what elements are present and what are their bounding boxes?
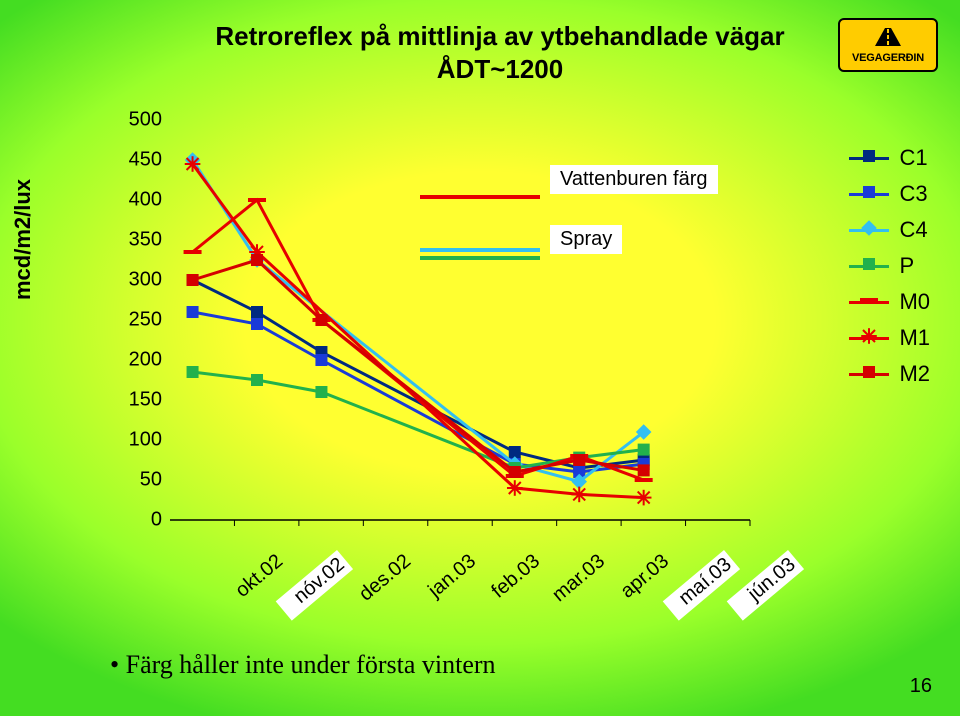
svg-text:300: 300 xyxy=(129,268,162,290)
y-axis-label: mcd/m2/lux xyxy=(10,179,36,300)
x-tick-label: nóv.02 xyxy=(276,550,353,621)
caption: • Färg håller inte under första vintern xyxy=(110,650,496,680)
road-icon xyxy=(871,26,905,48)
chart-legend: C1 C3 C4 P M0 M1 M2 xyxy=(849,145,930,397)
svg-text:100: 100 xyxy=(129,428,162,450)
page-number: 16 xyxy=(910,675,932,698)
svg-text:200: 200 xyxy=(129,348,162,370)
svg-text:0: 0 xyxy=(151,508,162,530)
annotation-vattenburen-färg: Vattenburen färg xyxy=(550,165,718,194)
legend-item-m1: M1 xyxy=(849,325,930,351)
legend-label: C3 xyxy=(899,181,927,207)
legend-item-m0: M0 xyxy=(849,289,930,315)
vegagerdin-logo: VEGAGERÐIN xyxy=(838,18,938,72)
legend-label: C4 xyxy=(899,217,927,243)
svg-text:150: 150 xyxy=(129,388,162,410)
caption-text: Färg håller inte under första vintern xyxy=(126,650,496,679)
legend-item-c1: C1 xyxy=(849,145,930,171)
chart-title-line2: ÅDT~1200 xyxy=(437,54,563,84)
chart-title-line1: Retroreflex på mittlinja av ytbehandlade… xyxy=(215,21,784,51)
annotation-spray: Spray xyxy=(550,225,622,254)
x-tick-label: maí.03 xyxy=(662,550,739,621)
legend-item-c4: C4 xyxy=(849,217,930,243)
legend-item-p: P xyxy=(849,253,930,279)
x-tick-label: des.02 xyxy=(340,550,416,619)
x-tick-label: apr.03 xyxy=(598,550,674,619)
x-tick-label: jún.03 xyxy=(727,550,804,621)
logo-text: VEGAGERÐIN xyxy=(852,53,924,64)
chart-title: Retroreflex på mittlinja av ytbehandlade… xyxy=(160,20,840,85)
legend-label: M0 xyxy=(899,289,930,315)
svg-text:500: 500 xyxy=(129,108,162,130)
x-tick-label: feb.03 xyxy=(469,550,545,619)
legend-item-c3: C3 xyxy=(849,181,930,207)
legend-label: P xyxy=(899,253,914,279)
legend-item-m2: M2 xyxy=(849,361,930,387)
svg-text:50: 50 xyxy=(140,468,162,490)
legend-label: M1 xyxy=(899,325,930,351)
x-tick-label: mar.03 xyxy=(533,550,609,619)
svg-text:350: 350 xyxy=(129,228,162,250)
legend-label: M2 xyxy=(899,361,930,387)
x-tick-label: jan.03 xyxy=(405,550,481,619)
svg-text:250: 250 xyxy=(129,308,162,330)
svg-text:400: 400 xyxy=(129,188,162,210)
legend-label: C1 xyxy=(899,145,927,171)
x-tick-label: okt.02 xyxy=(211,550,287,619)
svg-text:450: 450 xyxy=(129,148,162,170)
